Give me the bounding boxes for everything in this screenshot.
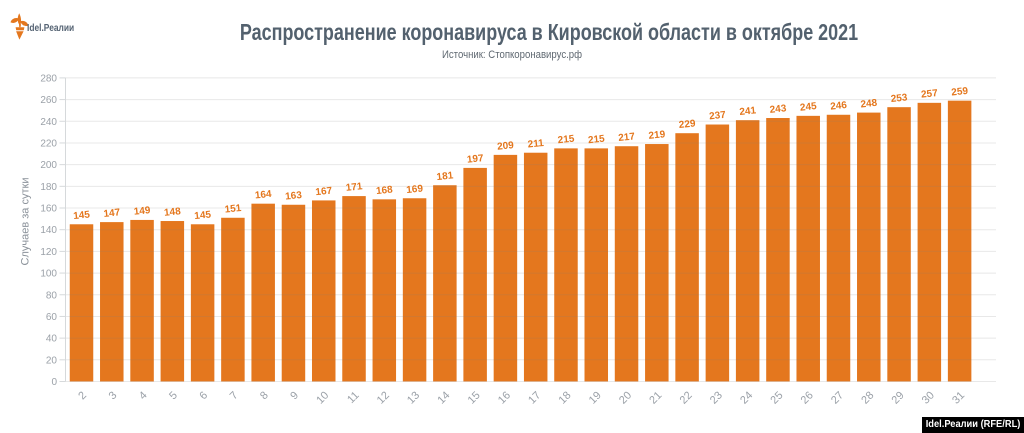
svg-text:280: 280: [40, 73, 57, 84]
svg-text:168: 168: [376, 184, 394, 197]
svg-text:5: 5: [167, 389, 180, 402]
svg-text:11: 11: [345, 389, 362, 406]
svg-text:171: 171: [345, 181, 363, 194]
svg-text:7: 7: [228, 389, 241, 402]
svg-text:147: 147: [103, 207, 121, 220]
svg-text:217: 217: [618, 131, 636, 144]
svg-text:197: 197: [466, 153, 484, 166]
svg-text:151: 151: [224, 203, 242, 216]
svg-text:28: 28: [859, 389, 876, 406]
svg-text:9: 9: [288, 389, 301, 402]
svg-text:240: 240: [40, 117, 57, 128]
svg-text:16: 16: [496, 389, 513, 406]
svg-text:200: 200: [40, 160, 57, 171]
svg-text:209: 209: [497, 140, 515, 153]
svg-text:145: 145: [194, 209, 212, 222]
svg-text:29: 29: [890, 389, 907, 406]
svg-text:26: 26: [799, 389, 816, 406]
svg-text:180: 180: [40, 182, 57, 193]
svg-text:241: 241: [739, 105, 757, 118]
svg-text:15: 15: [466, 389, 483, 406]
svg-text:4: 4: [137, 389, 150, 402]
svg-text:21: 21: [647, 389, 664, 406]
svg-text:120: 120: [40, 247, 57, 258]
svg-text:259: 259: [951, 86, 969, 99]
svg-text:149: 149: [133, 205, 151, 218]
svg-text:220: 220: [40, 138, 57, 149]
svg-text:145: 145: [73, 209, 91, 222]
svg-text:253: 253: [890, 92, 908, 105]
svg-text:60: 60: [46, 312, 58, 323]
svg-text:20: 20: [46, 355, 58, 366]
svg-text:17: 17: [526, 389, 543, 406]
svg-text:8: 8: [258, 389, 271, 402]
svg-text:23: 23: [708, 389, 725, 406]
svg-text:20: 20: [617, 389, 634, 406]
svg-text:18: 18: [556, 389, 573, 406]
svg-text:Случаев за сутки: Случаев за сутки: [19, 178, 31, 266]
svg-text:215: 215: [557, 133, 575, 146]
svg-text:257: 257: [921, 88, 939, 101]
svg-text:2: 2: [76, 389, 89, 402]
svg-text:246: 246: [830, 100, 848, 113]
svg-text:229: 229: [678, 118, 696, 131]
svg-text:25: 25: [768, 389, 785, 406]
svg-text:14: 14: [435, 389, 452, 406]
svg-text:169: 169: [406, 183, 424, 196]
svg-text:215: 215: [587, 133, 605, 146]
svg-text:40: 40: [46, 334, 58, 345]
svg-text:30: 30: [920, 389, 937, 406]
svg-text:0: 0: [51, 377, 57, 388]
svg-text:80: 80: [46, 290, 58, 301]
svg-text:31: 31: [950, 389, 967, 406]
svg-text:140: 140: [40, 225, 57, 236]
svg-text:19: 19: [587, 389, 604, 406]
svg-text:243: 243: [769, 103, 787, 116]
svg-text:6: 6: [197, 389, 210, 402]
svg-text:24: 24: [738, 389, 755, 406]
svg-text:27: 27: [829, 389, 846, 406]
svg-text:164: 164: [254, 189, 272, 202]
svg-text:13: 13: [405, 389, 422, 406]
svg-text:260: 260: [40, 95, 57, 106]
svg-text:160: 160: [40, 204, 57, 215]
svg-text:12: 12: [375, 389, 392, 406]
svg-text:167: 167: [315, 186, 333, 199]
svg-text:100: 100: [40, 269, 57, 280]
svg-text:3: 3: [107, 389, 120, 402]
svg-text:181: 181: [436, 170, 454, 183]
svg-text:22: 22: [678, 389, 695, 406]
svg-text:163: 163: [285, 190, 303, 203]
svg-text:219: 219: [648, 129, 666, 142]
svg-text:211: 211: [527, 138, 545, 151]
svg-text:148: 148: [164, 206, 182, 219]
svg-text:237: 237: [709, 110, 727, 123]
svg-text:10: 10: [314, 389, 331, 406]
svg-text:248: 248: [860, 98, 878, 111]
svg-text:245: 245: [799, 101, 817, 114]
